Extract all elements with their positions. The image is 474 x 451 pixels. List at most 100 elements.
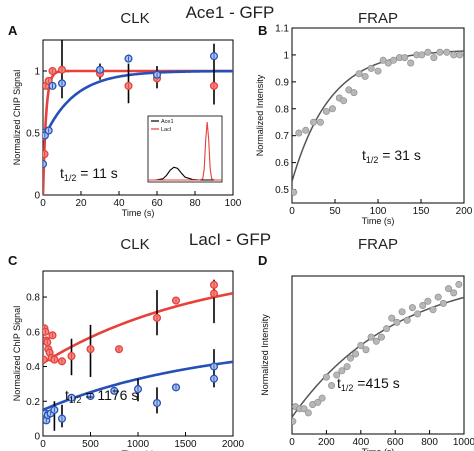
fit-curve-1 <box>292 296 464 418</box>
fit-curve-2 <box>43 69 233 141</box>
data-point <box>361 72 369 80</box>
y-tick-label: 0 <box>34 432 40 443</box>
panel-title: CLK <box>120 236 149 253</box>
y-tick-label: 0.8 <box>26 293 40 304</box>
y-tick-label: 0.8 <box>275 104 289 115</box>
half-life-sub: 1/2 <box>69 395 82 405</box>
x-tick-label: 2000 <box>222 439 245 450</box>
x-tick-label: 0 <box>40 198 46 209</box>
y-tick-label: 0.5 <box>275 185 289 196</box>
half-life-sub: 1/2 <box>341 383 354 393</box>
data-point <box>367 64 375 72</box>
data-point <box>436 48 444 56</box>
data-point <box>304 409 312 417</box>
x-tick-label: 100 <box>370 206 387 217</box>
data-point <box>333 371 341 379</box>
half-life-annotation: t1/2 = 31 s <box>362 147 421 165</box>
half-life-annotation: t1/2 = 11 s <box>60 165 118 183</box>
data-point <box>362 346 370 354</box>
panel-a: A CLK 0 20 40 60 80 100 0 0.5 1 Time (s) Normalized … <box>8 10 242 218</box>
half-life-t: t <box>337 375 341 391</box>
x-tick-label: 0 <box>289 437 295 448</box>
inset-legend-label: Ace1 <box>161 119 174 125</box>
data-point <box>357 342 365 350</box>
x-axis-label: Time (s) <box>122 208 155 218</box>
x-tick-label: 1000 <box>127 439 150 450</box>
y-axis-label: Normalized ChIP Signal <box>12 70 22 165</box>
data-point <box>434 293 442 301</box>
x-tick-label: 1500 <box>174 439 197 450</box>
data-point <box>401 54 409 62</box>
data-point <box>445 285 453 293</box>
data-point <box>393 318 401 326</box>
half-life-value: = 11 s <box>76 165 117 181</box>
data-point <box>443 48 451 56</box>
half-life-t: t <box>362 147 366 163</box>
data-point <box>439 299 447 307</box>
x-tick-label: 200 <box>318 437 335 448</box>
plot-area <box>292 48 464 196</box>
data-point <box>372 337 380 345</box>
y-tick-label: 0.6 <box>275 158 289 169</box>
panel-title: FRAP <box>358 10 398 27</box>
data-point <box>352 350 360 358</box>
y-tick-label: 1 <box>34 67 40 78</box>
x-axis-label: Time (s) <box>362 447 395 451</box>
data-point <box>318 394 326 402</box>
x-tick-label: 400 <box>352 437 369 448</box>
panel-b: B FRAP 0 50 100 150 200 0.5 0.6 0.7 0.8 0.9 1 1.1 Time… <box>255 10 473 226</box>
y-tick-label: 0 <box>34 191 40 202</box>
data-point <box>429 306 437 314</box>
panel-title: FRAP <box>358 236 398 253</box>
y-tick-label: 0.4 <box>26 362 40 373</box>
x-tick-label: 20 <box>75 198 87 209</box>
x-tick-label: 50 <box>329 206 341 217</box>
y-tick-label: 1 <box>283 50 289 61</box>
data-point <box>377 333 385 341</box>
half-life-value: = 31 s <box>378 147 420 163</box>
plot-area <box>43 279 233 431</box>
fit-curve-1 <box>292 50 464 182</box>
x-tick-label: 40 <box>113 198 125 209</box>
section-title-bottom: LacI - GFP <box>189 230 271 249</box>
panel-c: C CLK 0 500 1000 1500 2000 0 0.2 0.4 0.6 0.8 Time (s… <box>8 236 245 451</box>
panel-d: D FRAP 0 200 400 600 800 1000 Time (s) Normalized… <box>258 236 474 451</box>
panel-letter: A <box>8 23 18 38</box>
plot-area <box>43 40 233 195</box>
panel-letter: C <box>8 253 18 268</box>
x-tick-label: 0 <box>40 439 46 450</box>
data-point <box>414 310 422 318</box>
data-point <box>292 417 297 425</box>
data-point <box>316 118 324 126</box>
data-point <box>322 107 330 115</box>
x-tick-label: 200 <box>456 206 473 217</box>
data-point <box>388 314 396 322</box>
inset-legend-label: LacI <box>161 127 172 133</box>
half-life-sub: 1/2 <box>64 173 77 183</box>
plot-frame <box>291 275 465 435</box>
inset-curve-ace1 <box>148 166 222 181</box>
data-point <box>322 373 330 381</box>
half-life-annotation: t1/2 = 1176 s <box>65 387 138 405</box>
data-point <box>450 289 458 297</box>
data-point <box>455 280 463 288</box>
half-life-value: = 1176 s <box>81 387 138 403</box>
panel-letter: B <box>258 23 267 38</box>
y-tick-label: 0.6 <box>26 327 40 338</box>
x-tick-label: 150 <box>413 206 430 217</box>
data-point-series-1 <box>43 355 48 364</box>
panel-letter: D <box>258 253 267 268</box>
y-axis-label: Normalized ChIP Signal <box>12 306 22 401</box>
data-point <box>456 51 464 59</box>
inset-curve-laci <box>148 121 222 181</box>
x-tick-label: 800 <box>421 437 438 448</box>
data-point <box>355 70 363 78</box>
y-axis-label: Normalized Intensity <box>260 314 270 396</box>
data-point <box>300 405 308 413</box>
data-point <box>328 382 336 390</box>
data-point <box>367 333 375 341</box>
data-point <box>328 105 336 113</box>
section-title-top: Ace1 - GFP <box>186 3 275 22</box>
x-tick-label: 0 <box>289 206 295 217</box>
